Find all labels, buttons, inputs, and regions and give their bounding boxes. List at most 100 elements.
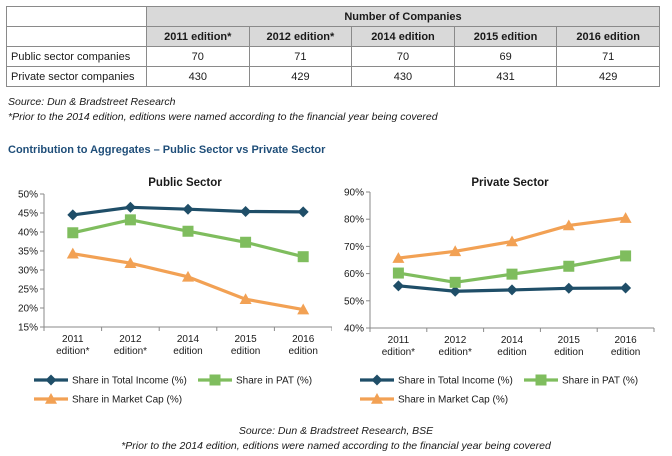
x-tick-label: edition* [439,347,472,358]
x-tick-label: 2011 [388,335,410,346]
y-tick-label: 50% [18,190,38,201]
data-point-square [563,260,575,272]
legend-label: Share in PAT (%) [562,376,638,387]
table-row: Private sector companies 430 429 430 431 429 [6,66,660,87]
x-tick-label: 2014 [177,334,200,345]
data-point-diamond [620,282,632,294]
table-cell: 430 [351,66,455,87]
table-row-label: Public sector companies [6,46,147,67]
table-cell: 71 [556,46,660,67]
table-header-blank [6,26,147,47]
table-cell: 429 [248,66,353,87]
x-tick-label: 2016 [614,335,637,346]
y-tick-label: 45% [18,209,38,220]
data-point-triangle [124,257,137,268]
x-tick-label: edition [231,346,260,357]
public-sector-chart: Public Sector 15% 20% 25% 30% 35% 40% 45% 50% 201… [18,177,332,406]
x-tick-label: 2011 [62,334,84,345]
x-tick-label: 2014 [501,335,524,346]
data-point-square [240,236,252,248]
legend-label: Share in Total Income (%) [398,376,513,387]
y-tick-label: 80% [344,215,364,226]
data-point-square [182,225,194,237]
data-point-triangle [297,303,310,315]
footer-prior: *Prior to the 2014 edition, editions wer… [121,440,551,452]
table-column-header: 2015 edition [453,26,558,47]
data-point-square [67,227,79,239]
x-tick-label: edition [554,347,583,358]
x-tick-label: 2012 [444,335,467,346]
data-point-square [209,374,221,386]
y-tick-label: 20% [18,304,38,315]
table-cell: 69 [453,46,558,67]
chart-title: Private Sector [471,177,549,189]
data-point-diamond [563,282,575,294]
y-tick-label: 40% [344,324,364,335]
table-cell: 70 [146,46,250,67]
data-point-triangle [239,293,252,305]
table-row-label: Private sector companies [6,66,147,87]
table-header-row: 2011 edition* 2012 edition* 2014 edition 20… [6,26,660,47]
x-tick-label: 2012 [119,334,142,345]
table-cell: 71 [248,46,353,67]
y-tick-label: 50% [344,296,364,307]
table-column-header: 2012 edition* [248,26,353,47]
data-point-triangle [182,270,194,282]
legend-label: Share in Total Income (%) [72,376,187,387]
data-point-triangle [619,212,632,223]
x-tick-label: 2015 [234,334,257,345]
data-point-diamond [67,209,79,221]
y-tick-label: 30% [18,266,38,277]
table-column-header: 2011 edition* [146,26,250,47]
x-tick-label: 2016 [292,334,315,345]
y-tick-label: 15% [18,323,38,334]
data-point-square [297,251,309,263]
x-tick-label: edition* [114,346,147,357]
data-point-triangle [66,247,79,259]
data-point-diamond [392,280,404,292]
x-tick-label: 2015 [558,335,581,346]
data-point-diamond [45,374,57,386]
series-line [72,218,304,259]
x-tick-label: edition [497,347,526,358]
y-tick-label: 90% [344,188,364,199]
section-title: Contribution to Aggregates – Public Sect… [8,144,326,156]
data-point-square [449,276,461,288]
private-sector-chart: Private Sector40%50%60%70%80%90%2011edit… [344,177,655,406]
y-tick-label: 25% [18,285,38,296]
data-point-diamond [449,285,461,297]
x-tick-label: edition [611,347,640,358]
data-point-diamond [297,206,309,218]
y-tick-label: 60% [344,269,364,280]
data-point-square [124,214,136,226]
data-point-square [506,268,518,280]
data-point-triangle [45,393,57,404]
y-tick-label: 70% [344,242,364,253]
data-point-diamond [240,205,252,217]
data-point-square [620,250,632,262]
x-tick-label: edition [173,346,202,357]
data-point-triangle [392,252,405,263]
x-tick-label: edition* [382,347,415,358]
data-point-diamond [124,201,136,213]
y-tick-label: 40% [18,228,38,239]
data-point-diamond [182,203,194,215]
table-column-header: 2014 edition [351,26,455,47]
table-title: Number of Companies [146,6,660,27]
legend-label: Share in Market Cap (%) [72,395,182,406]
x-tick-label: edition* [56,346,89,357]
data-point-triangle [371,393,383,404]
data-point-square [392,267,404,279]
table-cell: 430 [146,66,250,87]
table-column-header: 2016 edition [556,26,660,47]
x-tick-label: edition [288,346,317,357]
table-corner [6,6,147,27]
table-prior-note: *Prior to the 2014 edition, editions wer… [8,111,438,123]
table-cell: 431 [453,66,558,87]
data-point-diamond [371,374,383,386]
table-source-note: Source: Dun & Bradstreet Research [8,96,176,108]
table-cell: 429 [556,66,660,87]
table-cell: 70 [351,46,455,67]
table-row: Public sector companies 70 71 70 69 71 [6,46,660,67]
chart-title: Public Sector [148,177,222,189]
